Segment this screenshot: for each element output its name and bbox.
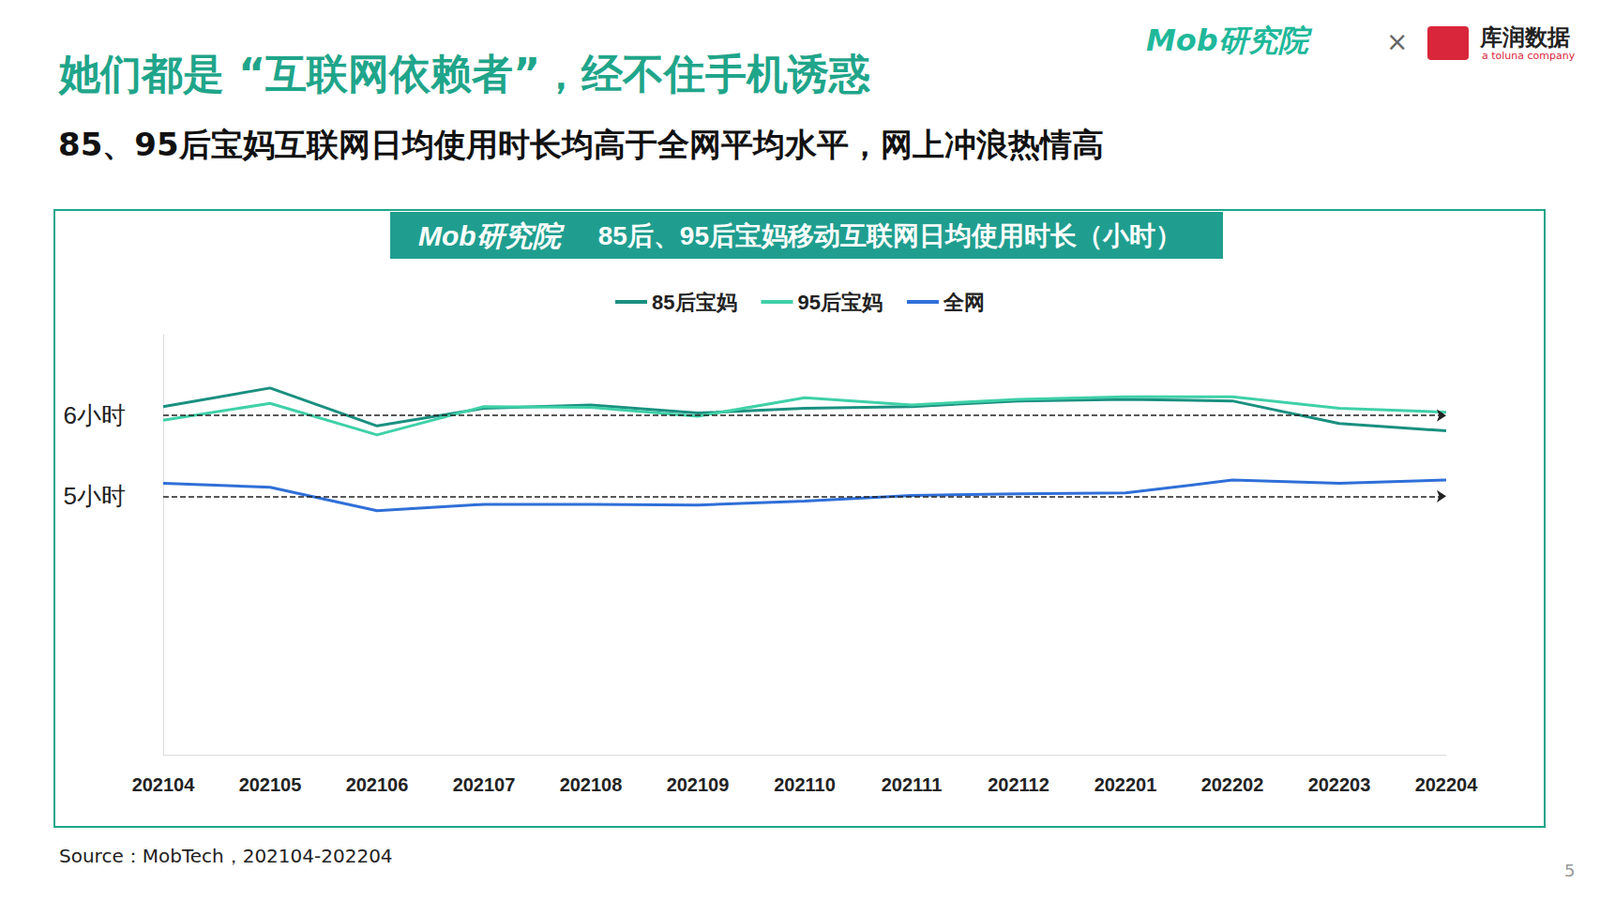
svg-text:202104: 202104 (132, 774, 197, 796)
svg-text:5小时: 5小时 (63, 482, 126, 511)
svg-text:202112: 202112 (987, 774, 1050, 796)
html-text:5: 5 (1564, 860, 1576, 881)
svg-text:202110: 202110 (773, 774, 836, 796)
html-text:a toluna company: a toluna company (1481, 49, 1575, 62)
svg-text:202203: 202203 (1308, 774, 1372, 796)
svg-text:202107: 202107 (452, 774, 516, 796)
svg-text:202204: 202204 (1415, 774, 1480, 796)
html-text:85、95后宝妈互联网日均使用时长均高于全网平均水平，网上冲: 85、95后宝妈互联网日均使用时长均高于全网平均水平，网上冲浪热情高 (58, 125, 1104, 164)
svg-text:6小时: 6小时 (63, 401, 126, 430)
svg-text:202109: 202109 (666, 774, 730, 796)
svg-text:202111: 202111 (881, 774, 943, 796)
svg-text:202105: 202105 (239, 774, 302, 796)
svg-text:202108: 202108 (559, 774, 623, 796)
html-text:Source：MobTech，202104-202204: Source：MobTech，202104-202204 (59, 845, 393, 868)
html-text:库润数据: 库润数据 (1479, 24, 1570, 51)
svg-text:Mob研究院: Mob研究院 (418, 220, 565, 252)
svg-text:202106: 202106 (346, 774, 409, 796)
svg-text:202201: 202201 (1094, 774, 1158, 796)
svg-text:95后宝妈: 95后宝妈 (798, 290, 883, 315)
svg-text:202202: 202202 (1201, 774, 1265, 796)
svg-text:全网: 全网 (942, 290, 985, 315)
svg-text:85后宝妈: 85后宝妈 (651, 290, 737, 315)
svg-text:85后、95后宝妈移动互联网日均使用时长（小时）: 85后、95后宝妈移动互联网日均使用时长（小时） (598, 221, 1182, 251)
html-text:Mob研究院: Mob研究院 (1146, 22, 1309, 59)
html-text:她们都是 “互联网依赖者”，经不住手机诱惑: 她们都是 “互联网依赖者”，经不住手机诱惑 (59, 49, 871, 98)
